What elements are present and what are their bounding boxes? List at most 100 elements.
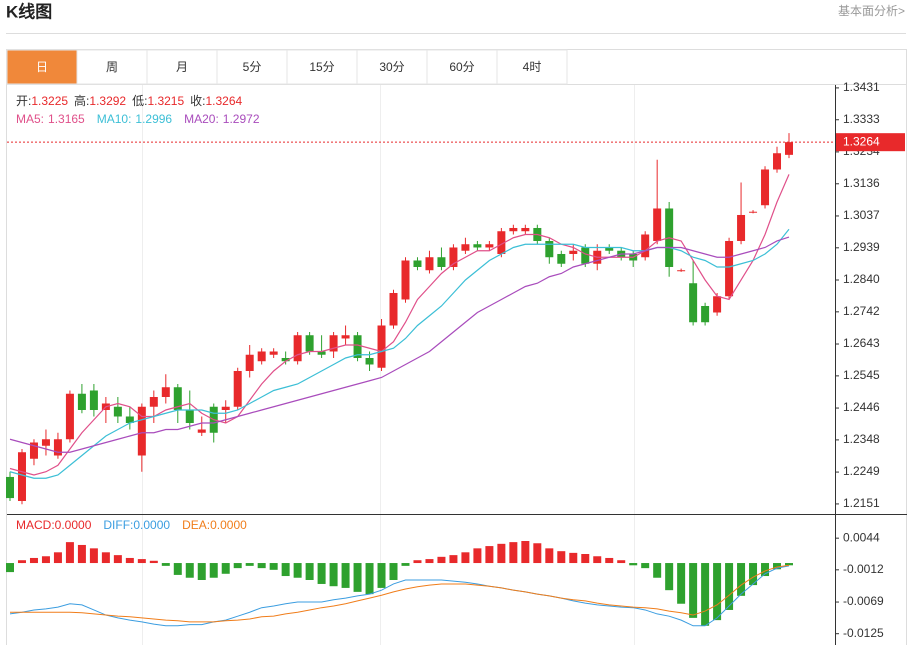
last-price-label: 1.3264 [843,134,880,148]
macd-bar [365,563,374,595]
macd-bar [281,563,290,577]
macd-bar [509,542,518,564]
y-tick-label: 1.2939 [843,240,880,254]
candle-body [461,244,470,251]
candle-body [521,227,530,232]
macd-bar [641,563,650,569]
macd-bar [41,556,50,564]
tab[interactable] [76,49,148,85]
candle-body [29,442,38,459]
legend-name: MACD: [16,518,55,532]
macd-bar [293,563,302,578]
candle-body [293,335,302,362]
candle-body [413,260,422,267]
macd-bar [257,563,266,569]
candle-body [545,240,554,258]
last-price-box [836,133,905,152]
ma-line [9,236,790,453]
legend-value: 1.2996 [135,112,172,126]
macd-bar [329,563,338,587]
macd-bar [677,563,686,604]
candle-body [125,416,134,423]
macd-bar [89,548,98,564]
legend-name: MA10: [97,112,132,126]
legend-name: MA20: [184,112,219,126]
macd-bar [557,551,566,564]
macd-bar [6,563,14,573]
ohlc-value: 1.3215 [147,94,184,108]
macd-bar [533,543,542,564]
candle-body [317,351,326,355]
y-tick-label: 0.0044 [843,530,880,544]
candle-body [437,257,446,267]
fundamental-link[interactable]: 基本面分析> [838,4,905,18]
tab[interactable] [426,49,498,85]
macd-bar [545,548,554,564]
macd-bar [341,563,350,588]
macd-bar [305,563,314,580]
candle-body [245,354,254,371]
tab[interactable] [356,49,428,85]
macd-bar [773,563,782,570]
candle-body [605,247,614,251]
y-tick-label: 1.2249 [843,464,880,478]
tab-label[interactable]: 日 [36,60,48,74]
macd-bar [593,556,602,564]
candle-body [509,227,518,232]
candle-body [257,351,266,362]
ma-legend: MA5: 1.3165 MA10: 1.2996 MA20: 1.2972 [16,112,260,126]
y-tick-label: 1.2742 [843,304,880,318]
y-tick-label: 1.2151 [843,496,880,510]
page-title: K线图 [6,1,52,21]
macd-bar [605,557,614,564]
tab-label[interactable]: 60分 [449,60,474,74]
legend-name: DIFF: [103,518,133,532]
tab[interactable] [6,49,78,85]
candle-body [365,357,374,365]
y-tick-label: -0.0125 [843,626,884,640]
candle-body [425,257,434,271]
y-tick-label: 1.3037 [843,208,880,222]
tab-label[interactable]: 4时 [523,60,542,74]
candle-body [137,406,146,456]
candle-body [17,452,26,501]
macd-bar [65,542,74,564]
ohlc-key: 收: [190,94,205,108]
legend-value: 0.0000 [210,518,247,532]
candle-body [197,429,206,433]
tab[interactable] [496,49,568,85]
candle-body [449,247,458,267]
tab-label[interactable]: 月 [176,60,188,74]
macd-bar [77,544,86,564]
macd-bar [185,563,194,578]
macd-line [10,564,790,623]
ohlc-value: 1.3264 [205,94,242,108]
tab-label[interactable]: 5分 [243,60,262,74]
tab-label[interactable]: 周 [106,60,118,74]
tab-label[interactable]: 30分 [379,60,404,74]
candle-body [269,351,278,355]
macd-bar [209,563,218,578]
macd-bar [137,559,146,564]
candle-body [737,214,746,241]
macd-bar [173,563,182,575]
ohlc-value: 1.3225 [31,94,68,108]
macd-bar [701,563,710,626]
macd-bar [473,548,482,564]
macd-bar [521,541,530,564]
legend-value: 0.0000 [133,518,170,532]
candle-body [281,357,290,362]
y-tick-label: 1.3136 [843,176,880,190]
macd-bar [749,563,758,586]
candle-body [233,370,242,407]
y-tick-label: 1.2840 [843,272,880,286]
tab-label[interactable]: 15分 [309,60,334,74]
candle-body [569,250,578,254]
candle-body [677,270,686,272]
candle-body [725,240,734,297]
candle-body [557,253,566,264]
candle-body [701,305,710,323]
ohlc-legend: 开:1.3225 高:1.3292 低:1.3215 收:1.3264 [16,93,243,108]
macd-bar [377,563,386,588]
